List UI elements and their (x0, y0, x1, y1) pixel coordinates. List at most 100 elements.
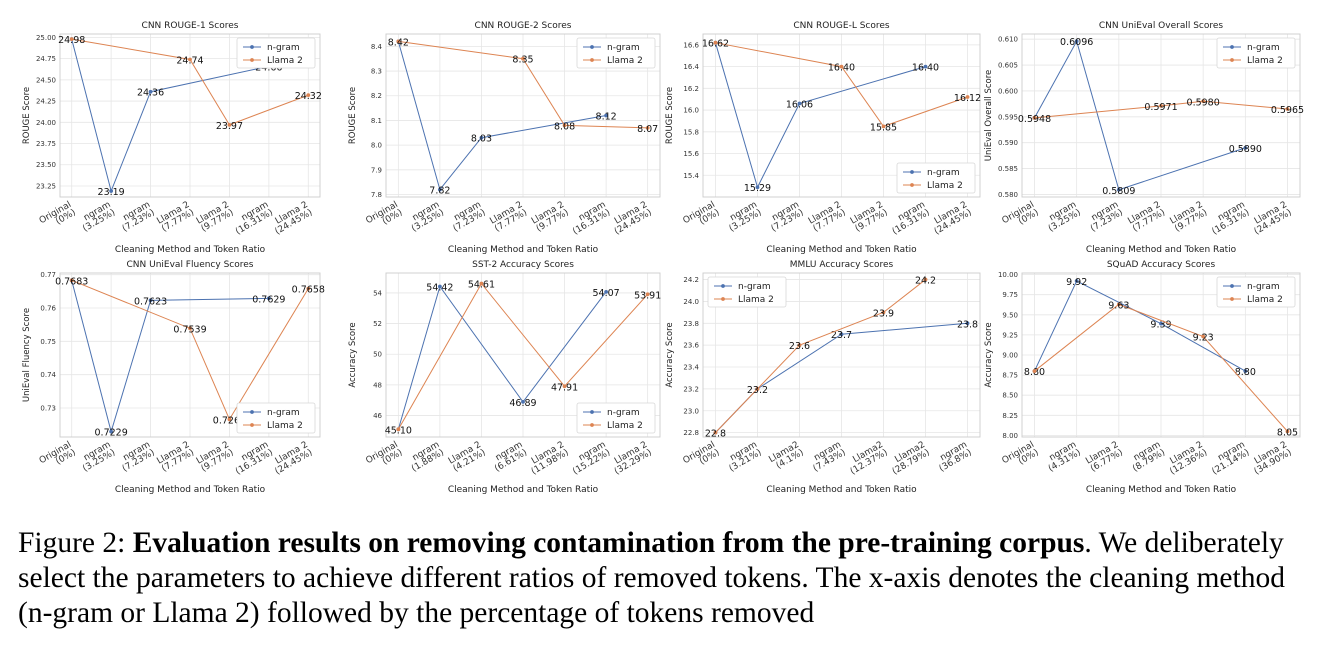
data-point (645, 292, 650, 297)
data-point (306, 93, 311, 98)
data-point (188, 57, 192, 62)
data-label: 0.7623 (134, 296, 167, 307)
legend-label: n-gram (927, 168, 960, 178)
data-label: 9.63 (1108, 300, 1129, 311)
x-tick-label: Llama2(12.37%) (844, 440, 889, 477)
data-point (713, 40, 718, 45)
y-tick-label: 23.8 (683, 320, 699, 328)
data-label: 8.35 (512, 55, 533, 66)
legend-label: n-gram (607, 43, 640, 53)
y-tick-label: 25.00 (36, 34, 56, 42)
chart-title: MMLU Accuracy Scores (790, 260, 894, 270)
data-label: 9.92 (1066, 277, 1087, 288)
y-tick-label: 10.00 (998, 271, 1018, 279)
y-axis-label: Accuracy Score (665, 322, 675, 387)
chart-3: 15.4 15.6 15.8 16.0 16.2 16.4 16.6 Original(0%)… (665, 21, 981, 255)
x-tick-label: Llama 2(9.77%) (195, 200, 236, 234)
x-tick-label: ngram(6.61%) (489, 440, 529, 474)
data-point (437, 187, 442, 192)
x-tick-label: Original(0%) (38, 440, 78, 474)
plot-frame (1021, 272, 1301, 438)
y-axis-label: Accuracy Score (348, 322, 358, 387)
data-label: 23.97 (216, 121, 243, 132)
series-line-llama (71, 279, 309, 421)
data-point (109, 189, 114, 193)
y-tick-label: 23.4 (683, 364, 699, 372)
y-tick-label: 16.6 (683, 41, 699, 49)
x-tick-label: ngram(16.31%) (886, 200, 931, 237)
data-label: 16.62 (702, 39, 729, 50)
data-label: 54.61 (468, 280, 495, 291)
y-tick-label: 8.4 (371, 43, 383, 51)
x-tick-label: Llama 2(9.77%) (530, 200, 571, 234)
legend-marker (590, 410, 594, 414)
caption-label: Figure 2: (18, 527, 126, 559)
x-tick-label: ngram(15.22%) (567, 440, 612, 477)
chart-2: 7.8 7.9 8.0 8.1 8.2 8.3 8.4 Original(0%) ngram(3… (348, 21, 661, 255)
data-point (562, 123, 567, 128)
x-tick-label: Original(0%) (681, 440, 721, 474)
data-label: 24.74 (176, 55, 203, 66)
chart-title: CNN ROUGE-2 Scores (475, 21, 572, 31)
x-tick-label: Llama 2(7.77%) (155, 200, 196, 234)
y-tick-label: 8.50 (1002, 392, 1018, 400)
chart-1: 23.25 23.50 23.75 24.00 24.25 24.50 24.75 25.00… (22, 21, 322, 255)
data-label: 23.2 (747, 385, 768, 396)
legend-marker (250, 45, 254, 49)
data-label: 0.5971 (1144, 102, 1177, 113)
data-label: 47.91 (551, 382, 578, 393)
x-tick-label: Llama2(28.79%) (886, 440, 931, 477)
data-label: 23.9 (873, 308, 894, 319)
legend-marker (910, 170, 914, 174)
y-tick-label: 0.590 (998, 139, 1018, 147)
y-tick-label: 7.9 (371, 166, 382, 174)
plot-frame (702, 272, 981, 438)
x-axis-label: Cleaning Method and Token Ratio (115, 485, 266, 495)
data-label: 9.23 (1193, 333, 1214, 344)
x-tick-label: Llama 2(24.45%) (269, 200, 314, 237)
data-label: 8.42 (388, 37, 409, 48)
x-tick-label: Llama 2(9.77%) (1169, 200, 1210, 234)
y-axis-label: ROUGE Score (665, 87, 675, 144)
legend: n-gram Llama 2 (896, 162, 976, 194)
data-point (188, 326, 192, 331)
series-line-ngram (71, 38, 269, 193)
x-axis-label: Cleaning Method and Token Ratio (448, 485, 599, 495)
x-axis-label: Cleaning Method and Token Ratio (1086, 485, 1237, 495)
legend-label: n-gram (1247, 282, 1280, 292)
x-tick-label: Original(0%) (364, 200, 404, 234)
y-tick-label: 9.50 (1002, 311, 1018, 319)
data-label: 24.36 (137, 88, 164, 99)
x-tick-label: Original(0%) (38, 200, 78, 234)
x-tick-label: ngram(3.25%) (77, 200, 117, 234)
x-tick-label: ngram(7.23%) (447, 200, 487, 234)
x-tick-label: ngram(3.25%) (723, 200, 763, 234)
data-label: 0.7683 (55, 276, 88, 287)
y-tick-label: 15.6 (683, 150, 699, 158)
data-point (1074, 279, 1079, 283)
x-tick-label: Llama 2(7.77%) (155, 440, 196, 474)
x-tick-label: Llama2(4.1%) (767, 440, 805, 473)
data-label: 54.42 (426, 282, 453, 293)
series-line-ngram (1034, 280, 1246, 372)
x-tick-label: Llama 2(6.77%) (1084, 440, 1125, 474)
data-label: 0.5980 (1187, 97, 1220, 108)
x-tick-label: Llama 2(24.45%) (928, 200, 973, 237)
x-tick-label: ngram(8.79%) (1127, 440, 1167, 474)
legend: n-gram Llama 2 (236, 37, 316, 69)
data-point (797, 343, 802, 348)
legend-label: Llama 2 (927, 181, 963, 191)
y-tick-label: 0.595 (998, 113, 1018, 121)
data-label: 23.8 (957, 319, 978, 330)
data-label: 16.40 (912, 63, 939, 74)
data-label: 8.80 (1235, 367, 1256, 378)
y-tick-label: 23.6 (683, 342, 699, 350)
data-point (839, 64, 844, 69)
y-tick-label: 8.75 (1002, 372, 1018, 380)
data-point (1201, 99, 1206, 104)
x-tick-label: Original(0%) (1001, 200, 1041, 234)
y-tick-label: 54 (373, 289, 382, 297)
y-axis-label: Accuracy Score (984, 322, 994, 387)
series-line-llama (398, 40, 648, 129)
